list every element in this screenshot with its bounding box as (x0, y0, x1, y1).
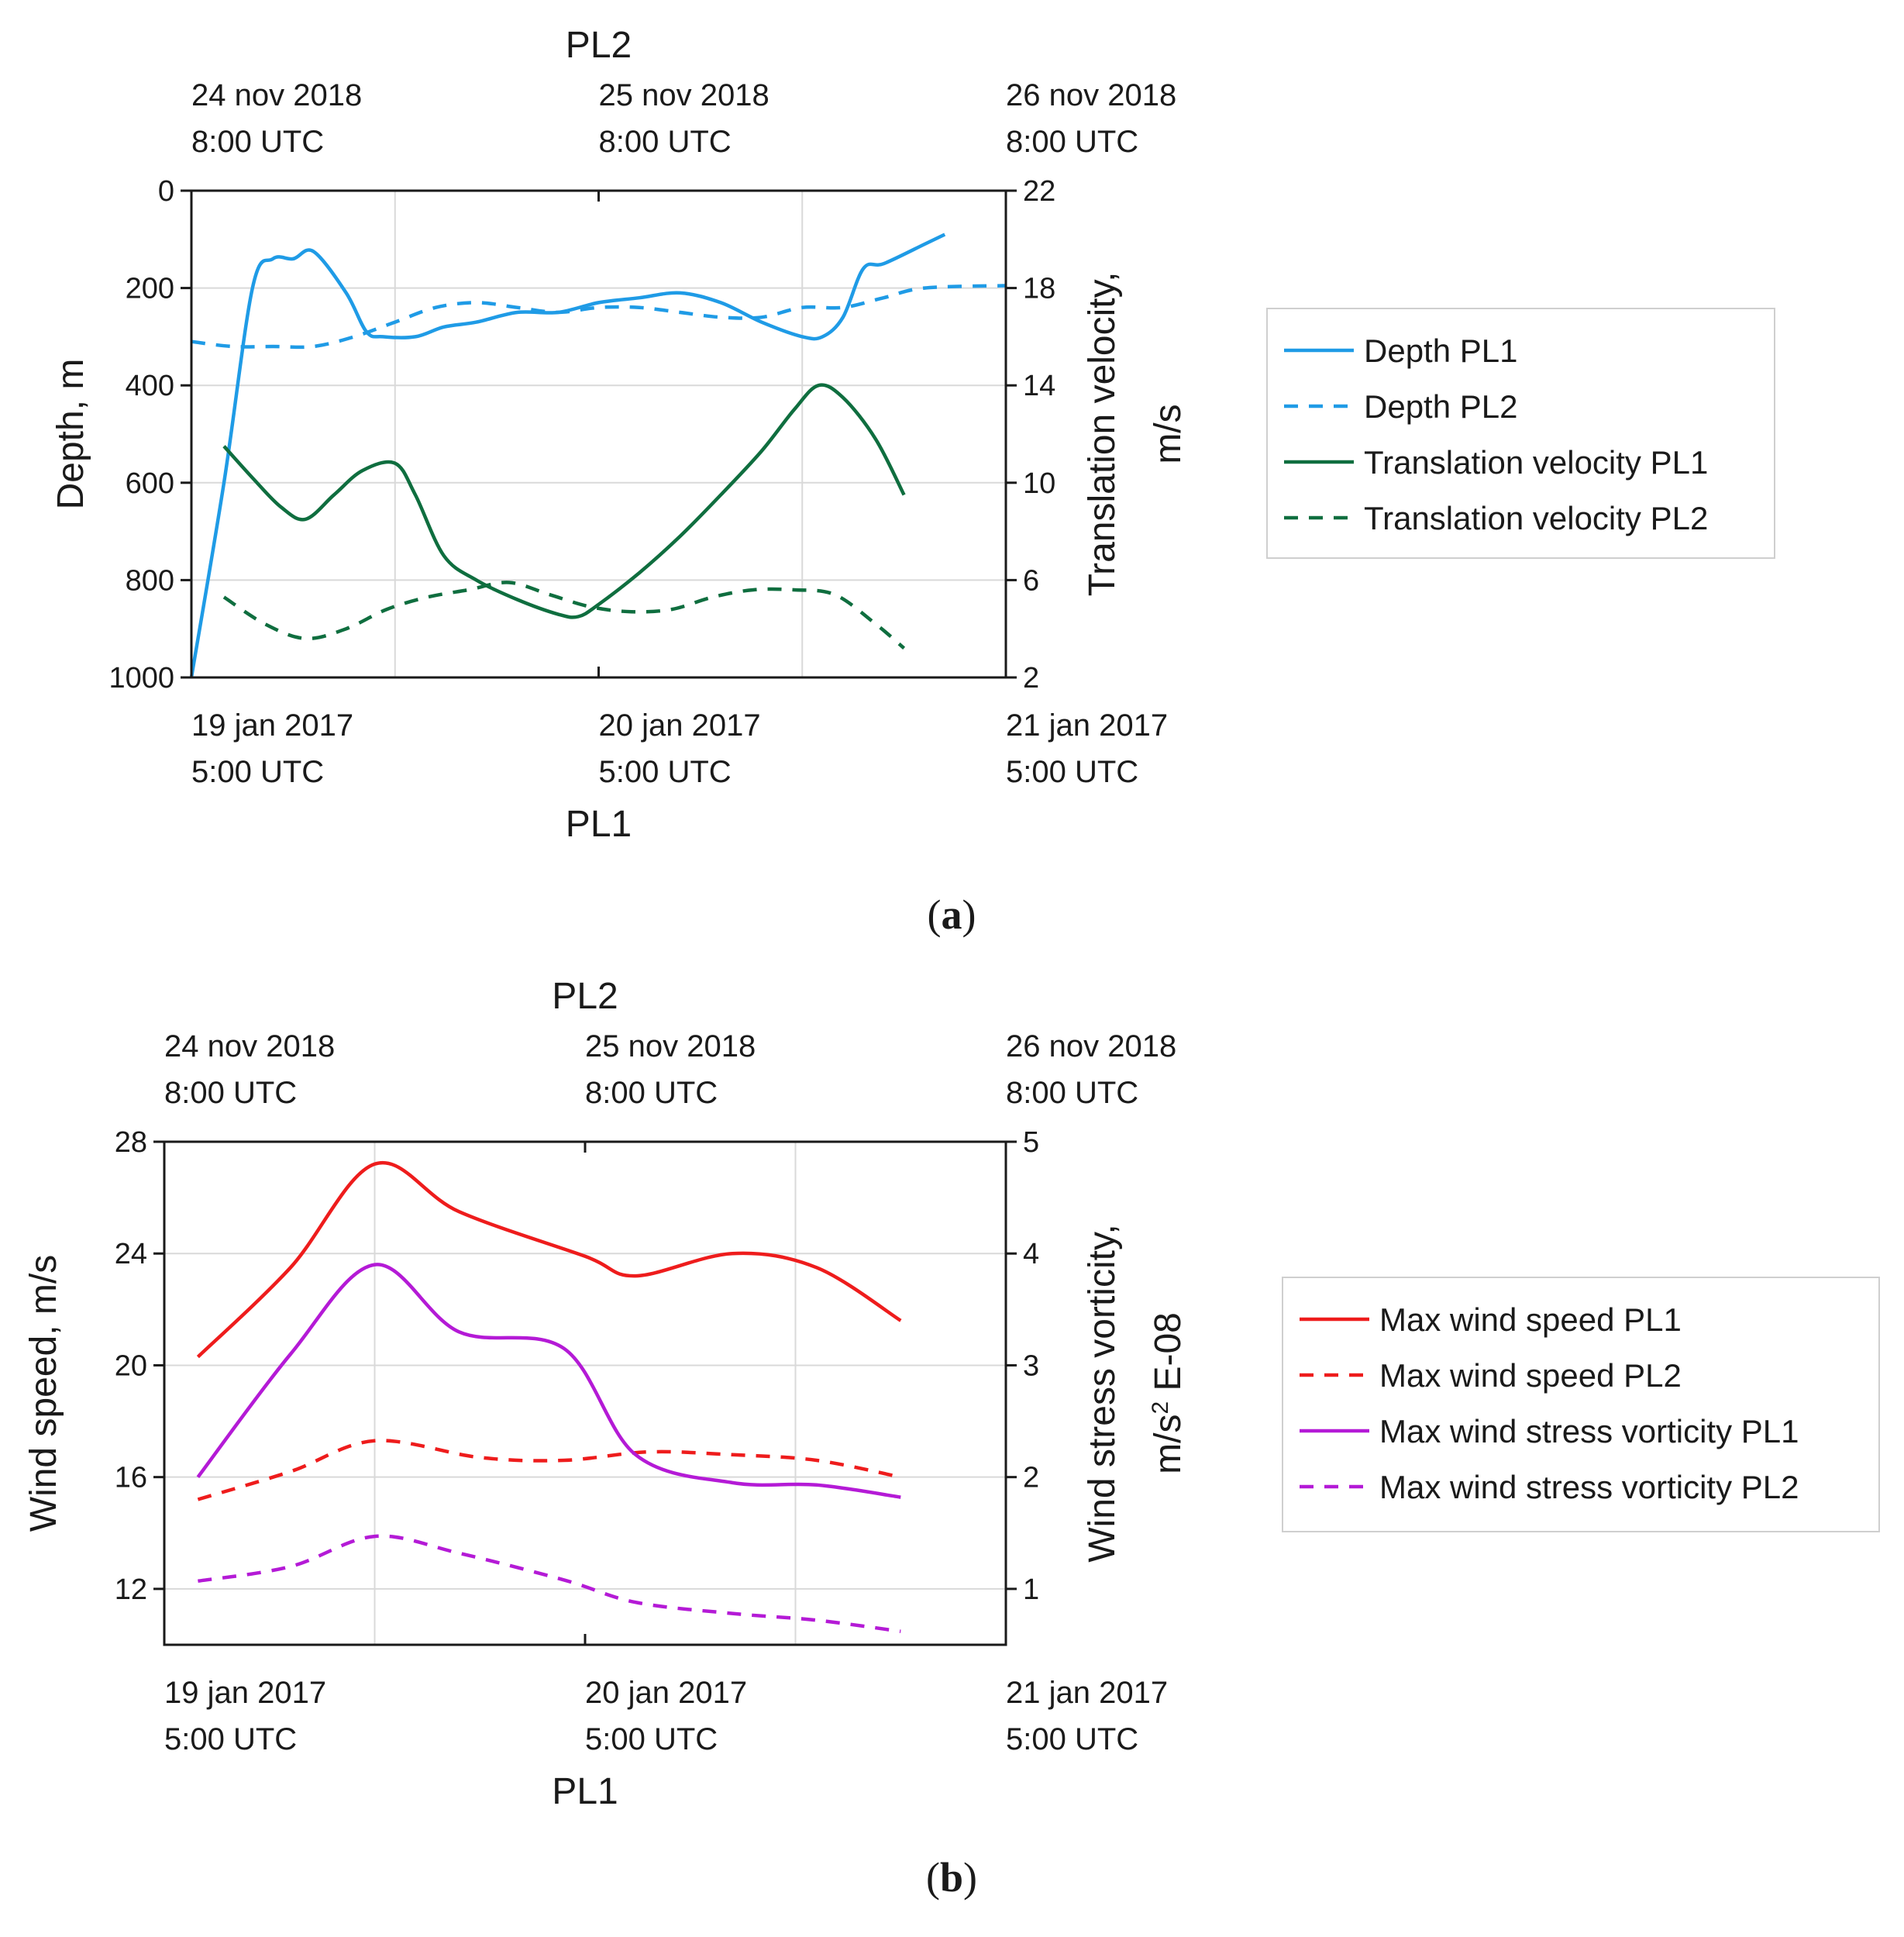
panel-label-close: ) (963, 1854, 977, 1901)
right-axis-tick-label: 14 (1023, 370, 1055, 402)
legend-label-1: Depth PL1 (1364, 333, 1517, 369)
legend-label-4: Max wind stress vorticity PL2 (1379, 1469, 1799, 1505)
bottom-axis-tick-date: 19 jan 2017 (191, 708, 353, 743)
right-axis-tick-label: 3 (1023, 1349, 1039, 1382)
right-axis-label-scale: E-08 (1148, 1312, 1189, 1401)
right-axis-tick-label: 18 (1023, 273, 1055, 305)
series-line-2 (197, 1439, 901, 1501)
legend-label-4: Translation velocity PL2 (1364, 500, 1708, 536)
top-axis-tick-date: 26 nov 2018 (1006, 78, 1176, 112)
top-axis-tick-time: 8:00 UTC (1006, 1076, 1138, 1110)
left-axis-tick-label: 28 (115, 1126, 147, 1159)
right-axis-label-line2: m/s2 E-08 (1148, 1312, 1190, 1474)
legend-label-3: Max wind stress vorticity PL1 (1379, 1413, 1799, 1449)
bottom-axis-tick-date: 21 jan 2017 (1006, 708, 1168, 743)
panel-label: (a) (928, 891, 976, 938)
panel-label-open: ( (926, 1854, 940, 1901)
series-line-3 (222, 383, 906, 619)
series-line-3 (196, 1263, 901, 1499)
legend-box (1282, 1277, 1880, 1532)
bottom-axis-label: PL1 (566, 804, 632, 845)
bottom-axis-tick-time: 5:00 UTC (191, 755, 324, 789)
right-axis-label-line2: m/s (1148, 404, 1189, 464)
series-line-2 (191, 284, 1007, 350)
bottom-axis-tick-time: 5:00 UTC (585, 1722, 718, 1756)
bottom-axis-tick-date: 20 jan 2017 (599, 708, 761, 743)
right-axis-tick-label: 10 (1023, 467, 1055, 500)
left-axis-label: Depth, m (50, 359, 91, 510)
legend-label-2: Max wind speed PL2 (1379, 1357, 1682, 1394)
left-axis-tick-label: 20 (115, 1349, 147, 1382)
grid (191, 191, 1006, 677)
bottom-axis-label: PL1 (552, 1771, 618, 1812)
top-axis-tick-time: 8:00 UTC (585, 1076, 718, 1110)
left-axis-label: Wind speed, m/s (23, 1255, 64, 1532)
right-axis-label-superscript: 2 (1148, 1401, 1173, 1415)
left-axis-tick-label: 0 (158, 175, 174, 208)
right-axis-tick-label: 2 (1023, 1462, 1039, 1494)
panel-label: (b) (926, 1854, 977, 1901)
bottom-axis-tick-time: 5:00 UTC (1006, 1722, 1138, 1756)
right-axis-tick-label: 6 (1023, 564, 1039, 597)
right-axis-tick-label: 2 (1023, 662, 1039, 694)
right-axis-tick-label: 4 (1023, 1238, 1039, 1270)
legend-label-1: Max wind speed PL1 (1379, 1301, 1682, 1338)
left-axis-tick-label: 1000 (108, 662, 174, 694)
bottom-axis-tick-time: 5:00 UTC (164, 1722, 297, 1756)
top-axis-label: PL2 (566, 25, 632, 66)
grid (164, 1142, 1006, 1645)
left-axis-tick-label: 12 (115, 1573, 147, 1606)
bottom-axis-tick-time: 5:00 UTC (599, 755, 732, 789)
bottom-axis-tick-date: 19 jan 2017 (164, 1676, 326, 1710)
top-axis-tick-date: 25 nov 2018 (599, 78, 770, 112)
right-axis-label-line1: Wind stress vorticity, (1082, 1224, 1123, 1563)
panel-label-open: ( (928, 891, 942, 938)
top-axis-tick-date: 25 nov 2018 (585, 1029, 756, 1063)
top-axis-tick-time: 8:00 UTC (1006, 125, 1138, 159)
right-axis-label-unit: m/s (1148, 1415, 1189, 1474)
top-axis-tick-time: 8:00 UTC (191, 125, 324, 159)
legend: Max wind speed PL1 Max wind speed PL2 Max … (1282, 1277, 1880, 1532)
left-axis-tick-label: 24 (115, 1238, 147, 1270)
series-line-4 (222, 581, 906, 650)
legend-label-3: Translation velocity PL1 (1364, 444, 1708, 481)
left-axis-tick-label: 400 (126, 370, 174, 402)
top-axis-tick-date: 26 nov 2018 (1006, 1029, 1176, 1063)
panel-label-close: ) (962, 891, 976, 938)
legend: Depth PL1 Depth PL2 Translation velocity P… (1266, 308, 1775, 559)
series-line-1 (196, 1160, 902, 1359)
panel-label-letter: a (942, 891, 962, 938)
top-axis-label: PL2 (552, 976, 618, 1017)
series-line-4 (198, 1534, 901, 1633)
right-axis-tick-label: 22 (1023, 175, 1055, 208)
left-axis-tick-label: 600 (126, 467, 174, 500)
legend-label-2: Depth PL2 (1364, 388, 1517, 425)
plot-frame (163, 1140, 1007, 1646)
bottom-axis-tick-date: 20 jan 2017 (585, 1676, 747, 1710)
top-axis-tick-date: 24 nov 2018 (164, 1029, 335, 1063)
right-axis-tick-label: 1 (1023, 1573, 1039, 1606)
top-axis-tick-date: 24 nov 2018 (191, 78, 362, 112)
bottom-axis-tick-date: 21 jan 2017 (1006, 1676, 1168, 1710)
series-line-1 (189, 233, 946, 678)
top-axis-tick-time: 8:00 UTC (164, 1076, 297, 1110)
bottom-axis-tick-time: 5:00 UTC (1006, 755, 1138, 789)
right-axis-label-line1: Translation velocity, (1082, 272, 1123, 597)
left-axis-tick-label: 800 (126, 564, 174, 597)
right-axis-tick-label: 5 (1023, 1126, 1039, 1159)
left-axis-tick-label: 16 (115, 1462, 147, 1494)
top-axis-tick-time: 8:00 UTC (599, 125, 732, 159)
panel-label-letter: b (940, 1854, 963, 1901)
left-axis-tick-label: 200 (126, 273, 174, 305)
